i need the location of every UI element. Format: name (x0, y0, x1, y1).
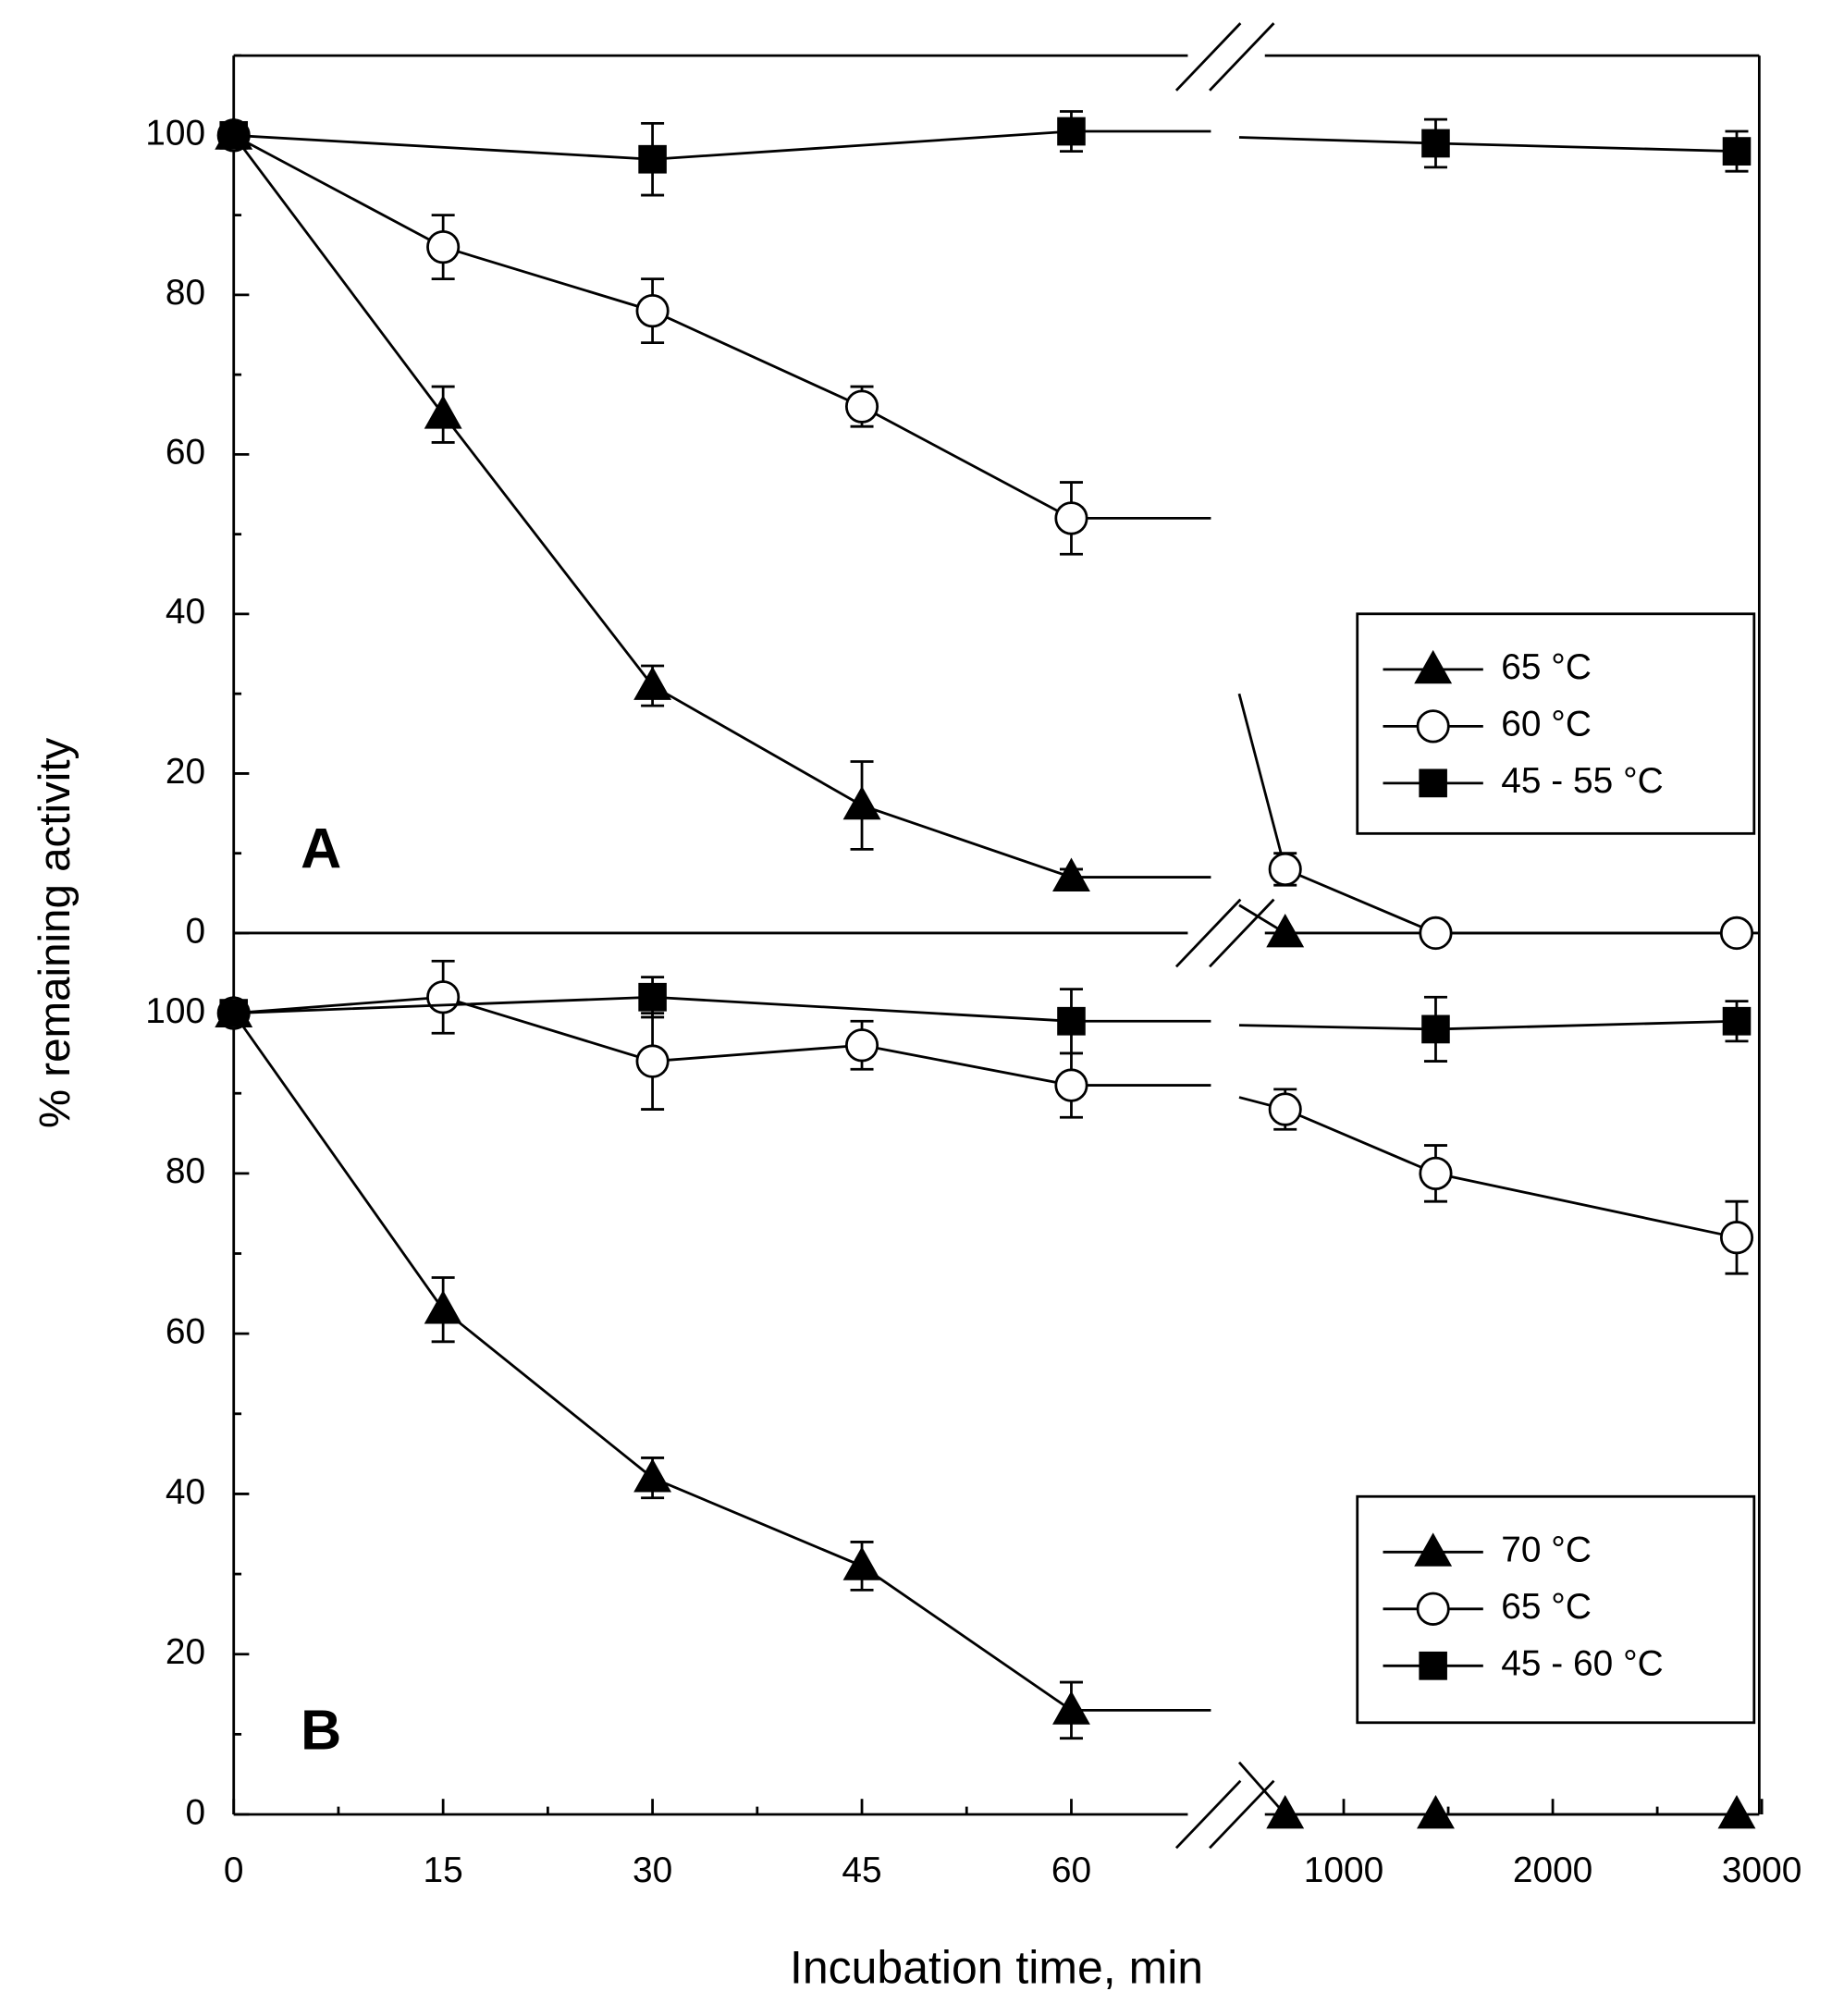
legend-label: 65 °C (1501, 1587, 1592, 1627)
legend-label: 70 °C (1501, 1530, 1592, 1570)
y-tick-label: 80 (166, 1151, 205, 1191)
marker-square (219, 120, 248, 150)
break-stub (1238, 136, 1436, 145)
marker-triangle (1266, 1794, 1305, 1829)
marker-circle (1719, 916, 1754, 951)
y-tick-label: 60 (166, 1311, 205, 1351)
x-tick-label: 0 (224, 1850, 244, 1890)
marker-triangle (1052, 857, 1090, 891)
marker-square (1722, 137, 1752, 166)
x-tick-label: 2000 (1513, 1850, 1592, 1890)
marker-circle (1268, 1092, 1302, 1126)
marker-circle (635, 1044, 670, 1078)
panel-label: B (301, 1698, 341, 1761)
marker-circle (426, 980, 461, 1014)
marker-triangle (633, 1458, 672, 1493)
break-stub (1237, 1761, 1286, 1815)
marker-triangle (1417, 1794, 1455, 1829)
marker-square (638, 982, 667, 1012)
break-stub (1238, 1024, 1436, 1031)
x-axis-label: Incubation time, min (790, 1941, 1203, 1993)
marker-triangle (1414, 649, 1453, 684)
series (215, 993, 1756, 1829)
marker-square (1419, 1651, 1447, 1680)
x-tick-label: 1000 (1304, 1850, 1383, 1890)
marker-square (219, 999, 248, 1027)
legend-label: 60 °C (1501, 705, 1592, 744)
y-tick-label: 60 (166, 433, 205, 473)
marker-square (1421, 1014, 1450, 1044)
series (219, 110, 1752, 197)
legend-label: 45 - 55 °C (1501, 761, 1663, 801)
marker-circle (1054, 501, 1088, 535)
marker-circle (1054, 1068, 1088, 1102)
marker-circle (426, 229, 461, 264)
x-tick-label: 60 (1051, 1850, 1091, 1890)
y-tick-label: 100 (145, 991, 205, 1031)
marker-triangle (842, 785, 881, 820)
marker-triangle (424, 395, 462, 429)
marker-square (638, 144, 667, 174)
legend-label: 45 - 60 °C (1501, 1644, 1663, 1684)
y-axis-label: % remaining activity (31, 737, 80, 1128)
series-line (1435, 1019, 1738, 1031)
series (216, 959, 1754, 1275)
series (219, 976, 1752, 1063)
y-tick-label: 80 (166, 273, 205, 313)
marker-triangle (842, 1546, 881, 1580)
y-tick-label: 100 (145, 114, 205, 154)
marker-square (1057, 117, 1086, 146)
marker-square (1722, 1006, 1752, 1036)
panel-label: A (301, 817, 341, 879)
marker-triangle (1266, 913, 1305, 948)
marker-circle (1268, 852, 1302, 887)
marker-square (1057, 1006, 1086, 1036)
series-line (1435, 141, 1738, 153)
y-tick-label: 20 (166, 1632, 205, 1672)
marker-triangle (1414, 1532, 1453, 1567)
axis-break (1174, 22, 1275, 1850)
marker-triangle (1052, 1690, 1090, 1725)
marker-square (1421, 129, 1450, 158)
x-tick-label: 45 (842, 1850, 881, 1890)
x-tick-label: 15 (424, 1850, 463, 1890)
marker-circle (844, 389, 879, 424)
marker-triangle (633, 666, 672, 700)
marker-triangle (1717, 1794, 1756, 1829)
marker-circle (844, 1028, 879, 1063)
y-tick-label: 40 (166, 592, 205, 632)
y-tick-label: 0 (186, 911, 206, 951)
marker-circle (1416, 709, 1450, 744)
y-tick-label: 40 (166, 1472, 205, 1512)
marker-circle (1419, 916, 1453, 951)
x-tick-label: 3000 (1722, 1850, 1801, 1890)
x-tick-label: 30 (633, 1850, 672, 1890)
y-tick-label: 0 (186, 1792, 206, 1832)
break-stub (1237, 693, 1287, 870)
marker-circle (1416, 1592, 1450, 1626)
legend-label: 65 °C (1501, 647, 1592, 687)
marker-circle (1419, 1156, 1453, 1191)
marker-circle (635, 293, 670, 328)
marker-triangle (424, 1290, 462, 1324)
marker-circle (1719, 1221, 1754, 1255)
y-tick-label: 20 (166, 752, 205, 792)
marker-square (1419, 768, 1447, 798)
